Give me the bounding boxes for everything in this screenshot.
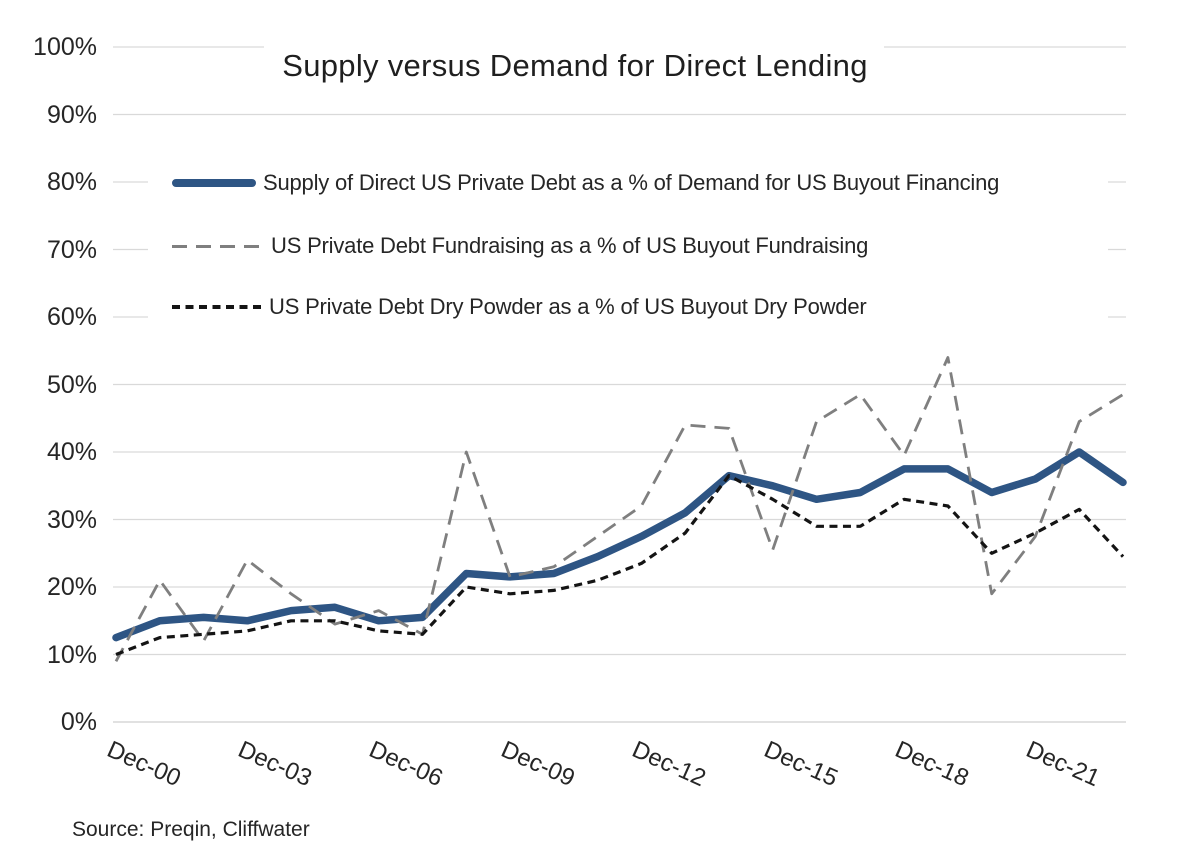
y-axis-label: 50% xyxy=(46,370,97,399)
y-axis-label: 80% xyxy=(46,168,97,196)
dry-powder-line xyxy=(115,474,1125,656)
source-note: Source: Preqin, Cliffwater xyxy=(72,818,310,841)
legend-swatch-supply-line xyxy=(172,179,256,187)
y-axis-label: 100% xyxy=(33,33,97,61)
supply-line xyxy=(112,448,1127,642)
legend-swatch-fundraising-line xyxy=(172,244,264,248)
y-axis-label: 40% xyxy=(46,438,97,466)
y-axis-label: 70% xyxy=(46,235,97,264)
legend-item-dry-powder: US Private Debt Dry Powder as a % of US … xyxy=(172,291,867,323)
legend-item-fundraising: US Private Debt Fundraising as a % of US… xyxy=(172,230,868,262)
legend-label-fundraising: US Private Debt Fundraising as a % of US… xyxy=(271,233,869,258)
legend-label-dry-powder: US Private Debt Dry Powder as a % of US … xyxy=(269,294,867,319)
y-axis-label: 30% xyxy=(46,505,97,534)
gridlines xyxy=(113,46,1126,723)
legend-item-supply: Supply of Direct US Private Debt as a % … xyxy=(172,167,999,199)
y-axis-label: 90% xyxy=(46,100,97,129)
y-axis-label: 20% xyxy=(46,573,97,601)
title-backdrop xyxy=(264,36,884,102)
legend-label-supply: Supply of Direct US Private Debt as a % … xyxy=(263,170,1000,195)
fundraising-line xyxy=(114,356,1124,662)
legend: Supply of Direct US Private Debt as a % … xyxy=(148,150,1113,335)
legend-backdrop xyxy=(148,150,1108,335)
y-axis-label: 60% xyxy=(46,303,97,331)
y-axis-label: 0% xyxy=(60,708,97,736)
legend-swatch-dry-powder-line xyxy=(172,305,262,309)
chart-title: Supply versus Demand for Direct Lending xyxy=(282,48,868,83)
y-axis-label: 10% xyxy=(46,640,97,669)
